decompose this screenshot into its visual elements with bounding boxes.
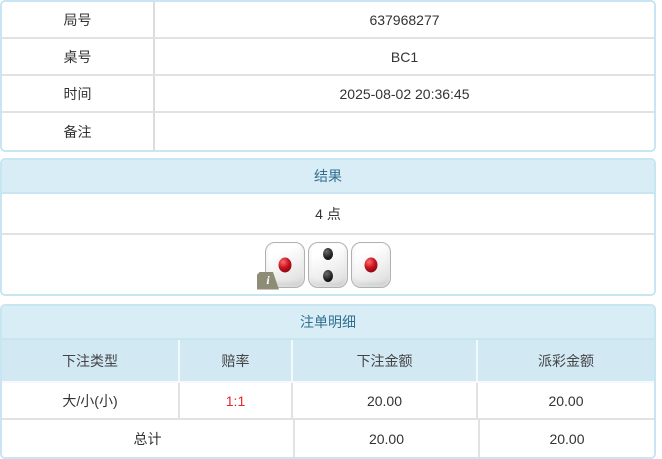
dice-group: i — [257, 241, 391, 290]
bet-details-panel: 注单明细 下注类型 赔率 下注金额 派彩金额 大/小(小) 1:1 20.00 … — [0, 304, 656, 459]
info-icon[interactable]: i — [257, 271, 279, 290]
round-number-label: 局号 — [2, 2, 155, 37]
die-1-icon: i — [257, 241, 305, 290]
bet-row: 大/小(小) 1:1 20.00 20.00 — [2, 383, 654, 420]
die-pip — [323, 247, 333, 260]
die-pip — [278, 257, 292, 272]
result-panel: 结果 4 点 i — [0, 158, 656, 296]
dice-row: i — [2, 235, 654, 294]
table-row: 时间 2025-08-02 20:36:45 — [2, 76, 654, 113]
payout-amount-value: 20.00 — [548, 392, 584, 409]
column-payout-amount: 派彩金额 — [538, 352, 594, 369]
bet-amount-value: 20.00 — [293, 383, 478, 418]
remark-label: 备注 — [2, 113, 155, 150]
total-payout-amount: 20.00 — [549, 430, 585, 447]
column-bet-amount: 下注金额 — [293, 340, 478, 381]
time-value: 2025-08-02 20:36:45 — [339, 85, 470, 102]
bet-details-header: 注单明细 — [2, 306, 654, 340]
die-pip — [364, 257, 378, 272]
round-info-table: 局号 637968277 桌号 BC1 时间 2025-08-02 20:36:… — [0, 0, 656, 152]
odds-value: 1:1 — [180, 383, 293, 418]
total-bet-amount: 20.00 — [295, 420, 480, 457]
die-3-icon — [351, 241, 391, 288]
time-label: 时间 — [2, 76, 155, 111]
table-row: 桌号 BC1 — [2, 39, 654, 76]
column-bet-type: 下注类型 — [2, 340, 180, 381]
total-label: 总计 — [2, 420, 295, 457]
table-number-label: 桌号 — [2, 39, 155, 74]
column-odds: 赔率 — [180, 340, 293, 381]
total-row: 总计 20.00 20.00 — [2, 420, 654, 457]
table-row: 备注 — [2, 113, 654, 150]
bet-type-value: 大/小(小) — [2, 383, 180, 418]
die-2-icon — [308, 241, 348, 288]
result-points: 4 点 — [2, 194, 654, 235]
round-number-value: 637968277 — [369, 11, 440, 28]
die-pip — [323, 269, 333, 282]
table-number-value: BC1 — [390, 48, 419, 65]
table-row: 局号 637968277 — [2, 2, 654, 39]
result-panel-header: 结果 — [2, 160, 654, 194]
bet-table-column-header: 下注类型 赔率 下注金额 派彩金额 — [2, 340, 654, 383]
